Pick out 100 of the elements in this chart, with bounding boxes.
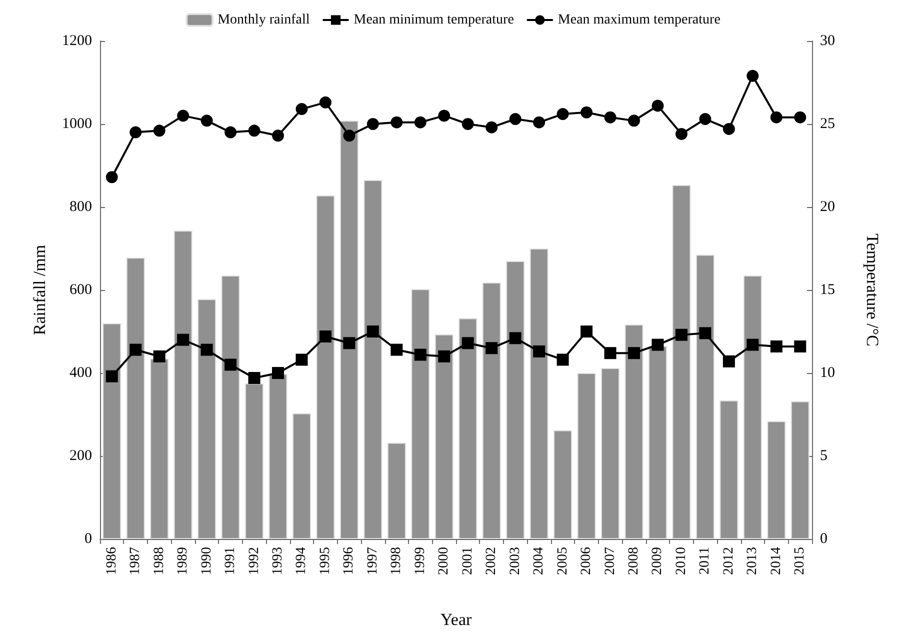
x-tick-label: 1998 bbox=[389, 547, 404, 575]
point bbox=[533, 345, 546, 358]
x-tick-label: 1992 bbox=[246, 547, 262, 575]
point bbox=[296, 103, 308, 116]
point bbox=[462, 118, 474, 130]
x-tick-label: 2006 bbox=[579, 547, 594, 575]
point bbox=[272, 130, 284, 142]
bar bbox=[458, 318, 478, 539]
x-tick-label: 2013 bbox=[745, 547, 760, 575]
y-tick-label: 0 bbox=[84, 531, 92, 547]
point bbox=[296, 354, 308, 366]
y2-tick-label: 20 bbox=[820, 199, 835, 215]
bar bbox=[482, 282, 501, 539]
x-tick-label: 2012 bbox=[721, 547, 736, 575]
point bbox=[200, 344, 213, 356]
x-tick-label: 2003 bbox=[508, 547, 523, 575]
y-tick-label: 600 bbox=[70, 282, 92, 298]
legend-label: Monthly rainfall bbox=[218, 12, 310, 28]
x-tick-label: 2007 bbox=[602, 547, 618, 575]
y-tick-label: 800 bbox=[70, 199, 92, 215]
point bbox=[248, 372, 260, 384]
point bbox=[343, 130, 356, 142]
x-tick-label: 2014 bbox=[768, 547, 784, 575]
bar bbox=[174, 230, 192, 539]
bar bbox=[601, 368, 620, 539]
point bbox=[580, 326, 593, 338]
bar bbox=[245, 383, 264, 539]
y2-tick-label: 5 bbox=[820, 448, 828, 464]
point bbox=[652, 100, 664, 112]
point bbox=[319, 330, 332, 342]
bar bbox=[364, 180, 382, 539]
bar bbox=[150, 358, 169, 539]
bar bbox=[126, 258, 145, 539]
point bbox=[722, 355, 735, 368]
x-tick-label: 1987 bbox=[128, 547, 144, 575]
x-tick-label: 2005 bbox=[555, 547, 570, 575]
x-tick-label: 2008 bbox=[626, 547, 642, 575]
bar bbox=[554, 430, 572, 539]
point bbox=[438, 350, 450, 362]
point bbox=[366, 118, 379, 130]
x-tick-label: 1988 bbox=[152, 547, 167, 575]
y2-tick-label: 30 bbox=[820, 33, 835, 49]
point bbox=[770, 340, 782, 352]
bar bbox=[221, 275, 240, 539]
point bbox=[533, 116, 546, 128]
bar bbox=[506, 260, 525, 539]
bar bbox=[743, 275, 762, 539]
x-tick-label: 1990 bbox=[199, 547, 214, 575]
x-tick-label: 1993 bbox=[270, 547, 286, 575]
point bbox=[414, 348, 426, 361]
point bbox=[272, 367, 284, 379]
bar bbox=[292, 413, 311, 539]
point bbox=[770, 111, 782, 124]
bar bbox=[387, 442, 406, 539]
bar bbox=[577, 373, 596, 539]
bar bbox=[790, 401, 810, 539]
point bbox=[153, 124, 166, 137]
point bbox=[746, 70, 759, 82]
point bbox=[248, 124, 260, 137]
x-tick-label: 2015 bbox=[792, 547, 808, 575]
x-tick-label: 1991 bbox=[223, 547, 238, 575]
point bbox=[509, 113, 522, 126]
x-tick-label: 1989 bbox=[176, 547, 191, 575]
point bbox=[414, 116, 426, 128]
point bbox=[486, 342, 498, 354]
point bbox=[462, 337, 474, 350]
point bbox=[106, 370, 118, 382]
x-axis-title: Year bbox=[440, 610, 472, 629]
y2-tick-label: 0 bbox=[820, 531, 828, 547]
point bbox=[556, 108, 569, 120]
x-tick-label: 2000 bbox=[436, 547, 452, 575]
point bbox=[699, 113, 712, 126]
point bbox=[604, 111, 616, 124]
point bbox=[556, 354, 569, 366]
bar bbox=[316, 195, 335, 539]
point bbox=[486, 121, 498, 134]
y-tick-label: 1200 bbox=[62, 33, 92, 49]
bar bbox=[767, 421, 786, 539]
point bbox=[153, 350, 166, 362]
y2-axis-title: Temperature /°C bbox=[863, 234, 882, 346]
x-tick-label: 1997 bbox=[365, 547, 380, 575]
x-tick-label: 2011 bbox=[698, 547, 713, 574]
x-tick-label: 1986 bbox=[104, 547, 120, 575]
x-tick-label: 1995 bbox=[318, 547, 333, 575]
bar bbox=[268, 374, 288, 539]
point bbox=[319, 96, 332, 108]
point bbox=[699, 327, 712, 340]
bar bbox=[340, 120, 358, 539]
point bbox=[628, 347, 640, 360]
bar bbox=[696, 254, 714, 539]
x-tick-label: 1994 bbox=[294, 547, 310, 575]
legend-label: Mean maximum temperature bbox=[558, 12, 720, 28]
point bbox=[509, 332, 522, 344]
point bbox=[366, 326, 379, 338]
legend-label: Mean minimum temperature bbox=[354, 12, 514, 28]
x-tick-label: 2001 bbox=[460, 547, 476, 575]
point bbox=[390, 116, 403, 128]
point bbox=[224, 358, 237, 371]
bar bbox=[102, 323, 122, 539]
bar bbox=[434, 334, 454, 539]
